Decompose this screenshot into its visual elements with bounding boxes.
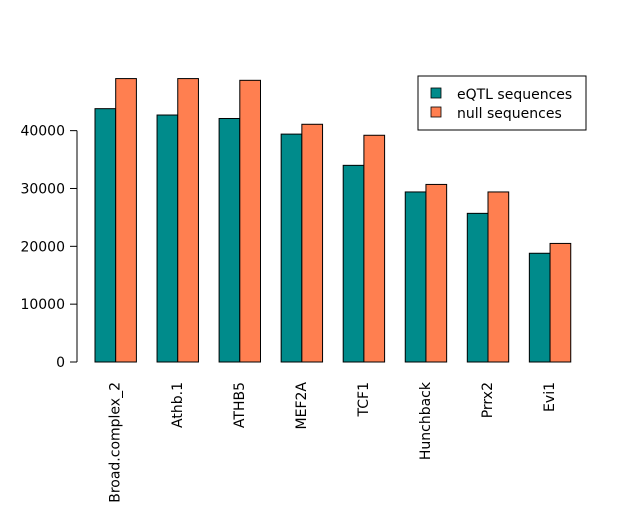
x-tick-label-athb5: ATHB5 xyxy=(232,382,248,428)
bar-null-sequences-broad-complex-2 xyxy=(115,78,137,363)
legend-label-null: null sequences xyxy=(457,106,562,122)
bar-eqtl-sequences-mef2a xyxy=(280,133,303,363)
bar-null-sequences-athb-1 xyxy=(177,78,199,363)
bars xyxy=(94,78,572,363)
y-tick-label: 40000 xyxy=(20,124,65,140)
y-tick-label: 20000 xyxy=(20,239,65,255)
bar-null-sequences-hunchback xyxy=(425,183,448,363)
legend-label-eqtl: eQTL sequences xyxy=(457,87,572,103)
legend: eQTL sequences null sequences xyxy=(417,75,587,131)
x-tick-label-broad-complex-2: Broad.complex_2 xyxy=(108,382,124,503)
bar-null-sequences-evi1 xyxy=(549,242,572,363)
bar-eqtl-sequences-tcf1 xyxy=(342,164,365,363)
y-tick-label: 30000 xyxy=(20,181,65,197)
bar-null-sequences-prrx2 xyxy=(487,191,510,363)
legend-box xyxy=(417,75,587,131)
bar-eqtl-sequences-hunchback xyxy=(404,191,427,363)
legend-swatch-null xyxy=(430,106,442,118)
y-axis: 0 10000 20000 30000 40000 xyxy=(20,124,78,371)
bar-eqtl-sequences-evi1 xyxy=(528,252,551,363)
bar-null-sequences-athb5 xyxy=(239,79,262,363)
bar-eqtl-sequences-athb5 xyxy=(218,117,241,363)
x-tick-label-tcf1: TCF1 xyxy=(356,382,372,417)
x-axis-labels: Broad.complex_2 Athb.1 ATHB5 MEF2A TCF1 Hunch… xyxy=(108,381,558,503)
bar-eqtl-sequences-prrx2 xyxy=(466,212,489,363)
bar-null-sequences-tcf1 xyxy=(363,134,386,363)
x-tick-label-prrx2: Prrx2 xyxy=(480,382,496,418)
x-tick-label-athb-1: Athb.1 xyxy=(170,382,186,428)
x-tick-label-hunchback: Hunchback xyxy=(418,381,434,460)
bar-eqtl-sequences-athb-1 xyxy=(156,114,179,363)
bar-null-sequences-mef2a xyxy=(301,123,324,363)
legend-swatch-eqtl xyxy=(430,87,442,99)
y-tick-label: 0 xyxy=(56,355,65,371)
y-tick-label: 10000 xyxy=(20,297,65,313)
bar-eqtl-sequences-broad-complex-2 xyxy=(94,108,117,363)
x-tick-label-evi1: Evi1 xyxy=(542,382,558,412)
x-tick-label-mef2a: MEF2A xyxy=(294,382,310,430)
